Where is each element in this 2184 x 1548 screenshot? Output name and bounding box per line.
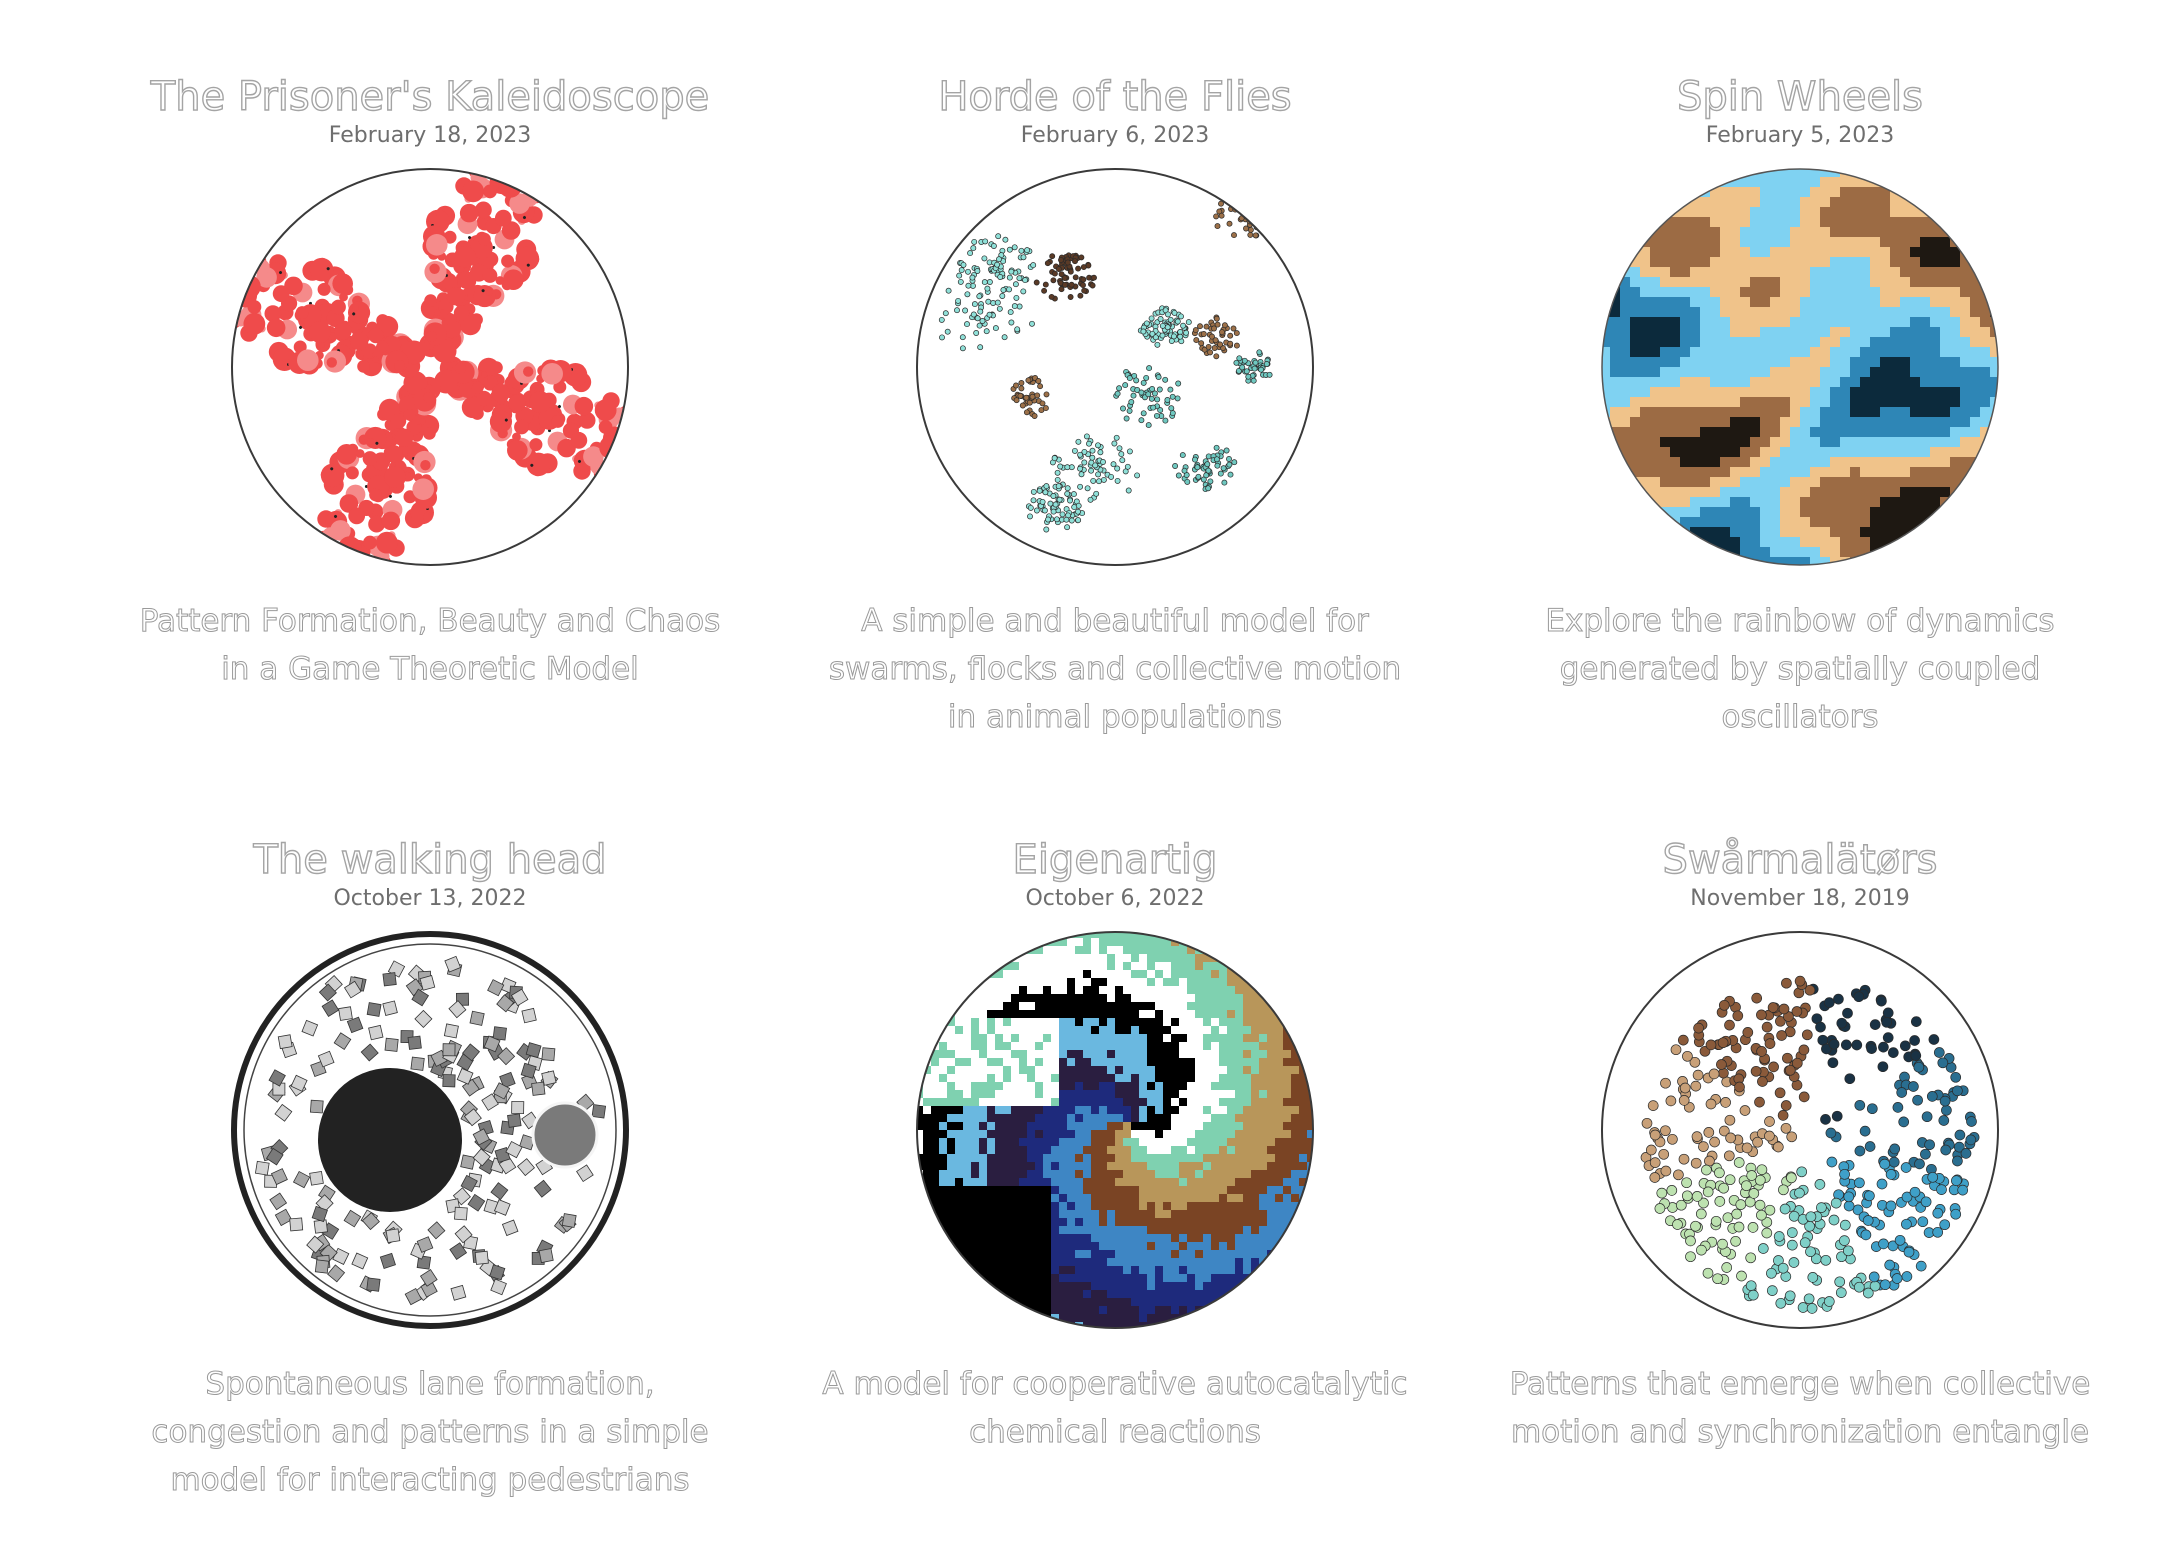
project-title[interactable]: The walking head bbox=[253, 836, 607, 883]
project-description: Patterns that emerge when collective mot… bbox=[1509, 1366, 2091, 1451]
project-title[interactable]: Swårmalätørs bbox=[1662, 836, 1938, 883]
project-date: October 6, 2022 bbox=[1025, 886, 1205, 911]
project-date: November 18, 2019 bbox=[1690, 886, 1910, 911]
thumbnail-border bbox=[231, 168, 629, 566]
thumbnail-border bbox=[916, 931, 1314, 1329]
project-title[interactable]: The Prisoner's Kaleidoscope bbox=[150, 73, 710, 120]
project-card-the-walking-head[interactable]: The walking head October 13, 2022 Sponta… bbox=[110, 836, 750, 1504]
project-date: February 6, 2023 bbox=[1020, 123, 1210, 148]
project-title[interactable]: Horde of the Flies bbox=[938, 73, 1293, 120]
project-description: Explore the rainbow of dynamics generate… bbox=[1545, 603, 2055, 736]
project-date: October 13, 2022 bbox=[333, 886, 527, 911]
thumbnail-border bbox=[1601, 168, 1999, 566]
thumbnail-border bbox=[916, 168, 1314, 566]
project-description: Spontaneous lane formation, congestion a… bbox=[151, 1366, 709, 1499]
project-date: February 5, 2023 bbox=[1705, 123, 1895, 148]
project-card-prisoners-kaleidoscope[interactable]: The Prisoner's Kaleidoscope February 18,… bbox=[110, 73, 750, 693]
project-card-horde-of-the-flies[interactable]: Horde of the Flies February 6, 2023 A si… bbox=[795, 73, 1435, 741]
project-description: A simple and beautiful model for swarms,… bbox=[828, 603, 1402, 736]
project-card-eigenartig[interactable]: Eigenartig October 6, 2022 A model for c… bbox=[795, 836, 1435, 1456]
project-description: A model for cooperative autocatalytic ch… bbox=[822, 1366, 1408, 1451]
project-card-spin-wheels[interactable]: Spin Wheels February 5, 2023 Explore the… bbox=[1480, 73, 2120, 741]
oscillators-thumbnail[interactable] bbox=[1600, 167, 2000, 567]
project-title[interactable]: Spin Wheels bbox=[1676, 73, 1924, 120]
project-date: February 18, 2023 bbox=[328, 123, 532, 148]
pedestrians-thumbnail[interactable] bbox=[230, 930, 630, 1330]
project-description: Pattern Formation, Beauty and Chaos in a… bbox=[139, 603, 721, 688]
kaleidoscope-thumbnail[interactable] bbox=[230, 167, 630, 567]
swarmalators-thumbnail[interactable] bbox=[1600, 930, 2000, 1330]
autocatalytic-thumbnail[interactable] bbox=[915, 930, 1315, 1330]
swarm-thumbnail[interactable] bbox=[915, 167, 1315, 567]
thumbnail-border bbox=[1601, 931, 1999, 1329]
project-title[interactable]: Eigenartig bbox=[1012, 836, 1218, 883]
project-card-swarmalators[interactable]: Swårmalätørs November 18, 2019 Patterns … bbox=[1480, 836, 2120, 1456]
